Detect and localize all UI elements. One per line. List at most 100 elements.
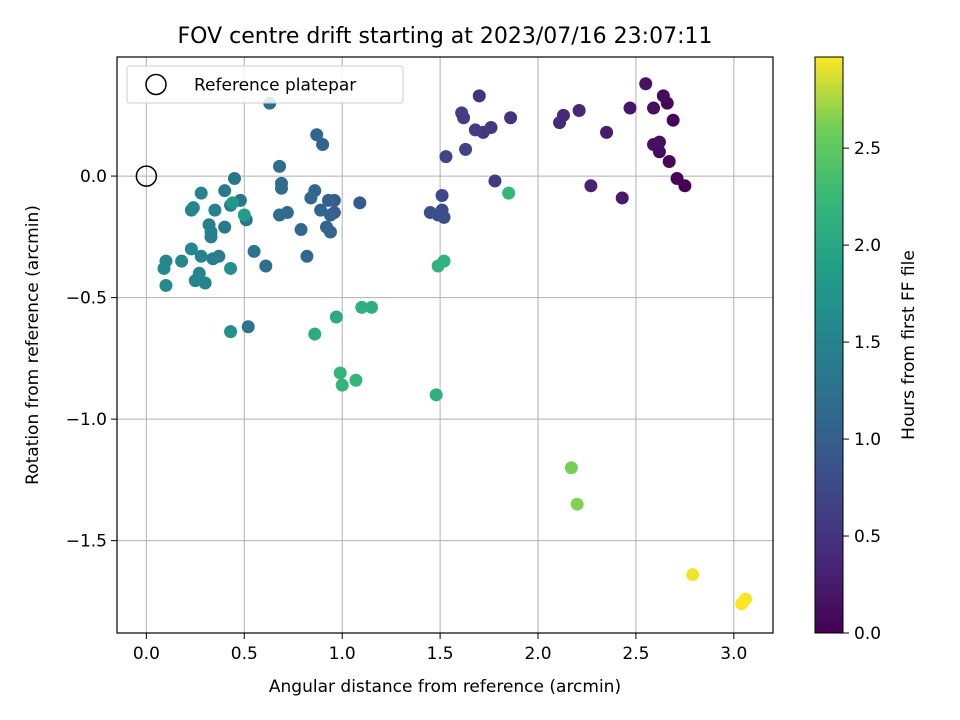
data-point xyxy=(206,252,220,266)
data-point xyxy=(304,191,318,205)
data-point xyxy=(735,597,749,611)
data-point xyxy=(333,366,347,380)
x-tick-label: 0.0 xyxy=(133,644,160,664)
data-point xyxy=(300,249,314,263)
colorbar-tick-label: 1.0 xyxy=(854,430,881,450)
data-point xyxy=(194,186,208,200)
data-point xyxy=(686,568,700,582)
data-point xyxy=(662,155,676,169)
x-tick-label: 2.5 xyxy=(622,644,649,664)
data-point xyxy=(439,150,453,164)
data-point xyxy=(502,186,516,200)
colorbar-ticks: 0.0 0.5 1.0 1.5 2.0 2.5 xyxy=(843,139,881,644)
x-tick-label: 2.0 xyxy=(524,644,551,664)
legend-entry: Reference platepar xyxy=(194,76,356,96)
colorbar: 0.0 0.5 1.0 1.5 2.0 2.5 Hours from first FF f… xyxy=(814,56,919,644)
data-point xyxy=(431,259,445,273)
plot-frame xyxy=(116,56,774,634)
data-point xyxy=(423,206,437,220)
data-point xyxy=(204,225,218,239)
colorbar-tick-label: 0.5 xyxy=(854,527,881,547)
data-point xyxy=(274,181,288,195)
data-point xyxy=(335,378,349,392)
data-point xyxy=(666,113,680,127)
data-point xyxy=(504,111,518,125)
data-point xyxy=(656,89,670,103)
data-point xyxy=(570,497,584,511)
data-point xyxy=(224,325,238,339)
data-point xyxy=(247,244,261,258)
legend: Reference platepar xyxy=(126,65,404,104)
data-point xyxy=(310,128,324,142)
data-point xyxy=(472,89,486,103)
y-tick-label: −0.5 xyxy=(66,289,107,309)
y-axis-ticks: 0.0 −0.5 −1.0 −1.5 xyxy=(66,167,117,552)
colorbar-gradient xyxy=(814,56,844,634)
data-point xyxy=(194,249,208,263)
data-point xyxy=(241,320,255,334)
colorbar-tick-label: 2.5 xyxy=(854,139,881,159)
data-point xyxy=(468,123,482,137)
data-point xyxy=(273,208,287,222)
data-point xyxy=(208,203,222,217)
colorbar-label: Hours from first FF file xyxy=(899,250,919,440)
data-point xyxy=(237,208,251,222)
data-point xyxy=(600,125,614,139)
data-point xyxy=(647,101,661,115)
x-tick-label: 3.0 xyxy=(720,644,747,664)
data-point xyxy=(314,203,328,217)
data-point xyxy=(294,223,308,237)
data-point xyxy=(639,77,653,91)
data-point xyxy=(188,274,202,288)
data-point xyxy=(323,208,337,222)
data-point xyxy=(316,137,330,151)
data-point xyxy=(218,220,232,234)
data-point xyxy=(259,259,273,273)
data-point xyxy=(670,172,684,186)
data-point xyxy=(159,278,173,292)
data-point xyxy=(615,191,629,205)
legend-box xyxy=(126,65,404,104)
colorbar-tick-label: 0.0 xyxy=(854,624,881,644)
data-point xyxy=(226,196,240,210)
data-point xyxy=(553,116,567,130)
data-point xyxy=(353,196,367,210)
data-point xyxy=(572,103,586,117)
data-point xyxy=(321,193,335,207)
data-point xyxy=(647,137,661,151)
y-tick-label: 0.0 xyxy=(80,167,107,187)
data-points xyxy=(157,77,753,611)
data-point xyxy=(429,388,443,402)
colorbar-tick-label: 1.5 xyxy=(854,333,881,353)
colorbar-tick-label: 2.0 xyxy=(854,236,881,256)
x-tick-label: 1.5 xyxy=(427,644,454,664)
data-point xyxy=(435,189,449,203)
legend-marker xyxy=(145,73,167,96)
y-tick-label: −1.0 xyxy=(66,410,107,430)
data-point xyxy=(564,461,578,475)
x-tick-label: 0.5 xyxy=(231,644,258,664)
data-point xyxy=(218,184,232,198)
x-axis-ticks: 0.0 0.5 1.0 1.5 2.0 2.5 3.0 xyxy=(133,633,747,664)
data-point xyxy=(227,172,241,186)
data-point xyxy=(623,101,637,115)
data-point xyxy=(329,310,343,324)
data-point xyxy=(349,373,363,387)
data-point xyxy=(157,261,171,275)
y-tick-label: −1.5 xyxy=(66,532,107,552)
data-point xyxy=(184,203,198,217)
data-point xyxy=(488,174,502,188)
data-point xyxy=(323,225,337,239)
data-point xyxy=(224,261,238,275)
chart-title: FOV centre drift starting at 2023/07/16 … xyxy=(178,24,713,49)
data-point xyxy=(175,254,189,268)
y-axis-label: Rotation from reference (arcmin) xyxy=(23,205,43,485)
x-tick-label: 1.0 xyxy=(329,644,356,664)
data-point xyxy=(198,276,212,290)
data-point xyxy=(459,142,473,156)
data-point xyxy=(455,106,469,120)
reference-platepar-marker xyxy=(135,165,158,187)
data-point xyxy=(355,300,369,314)
data-point xyxy=(365,300,379,314)
